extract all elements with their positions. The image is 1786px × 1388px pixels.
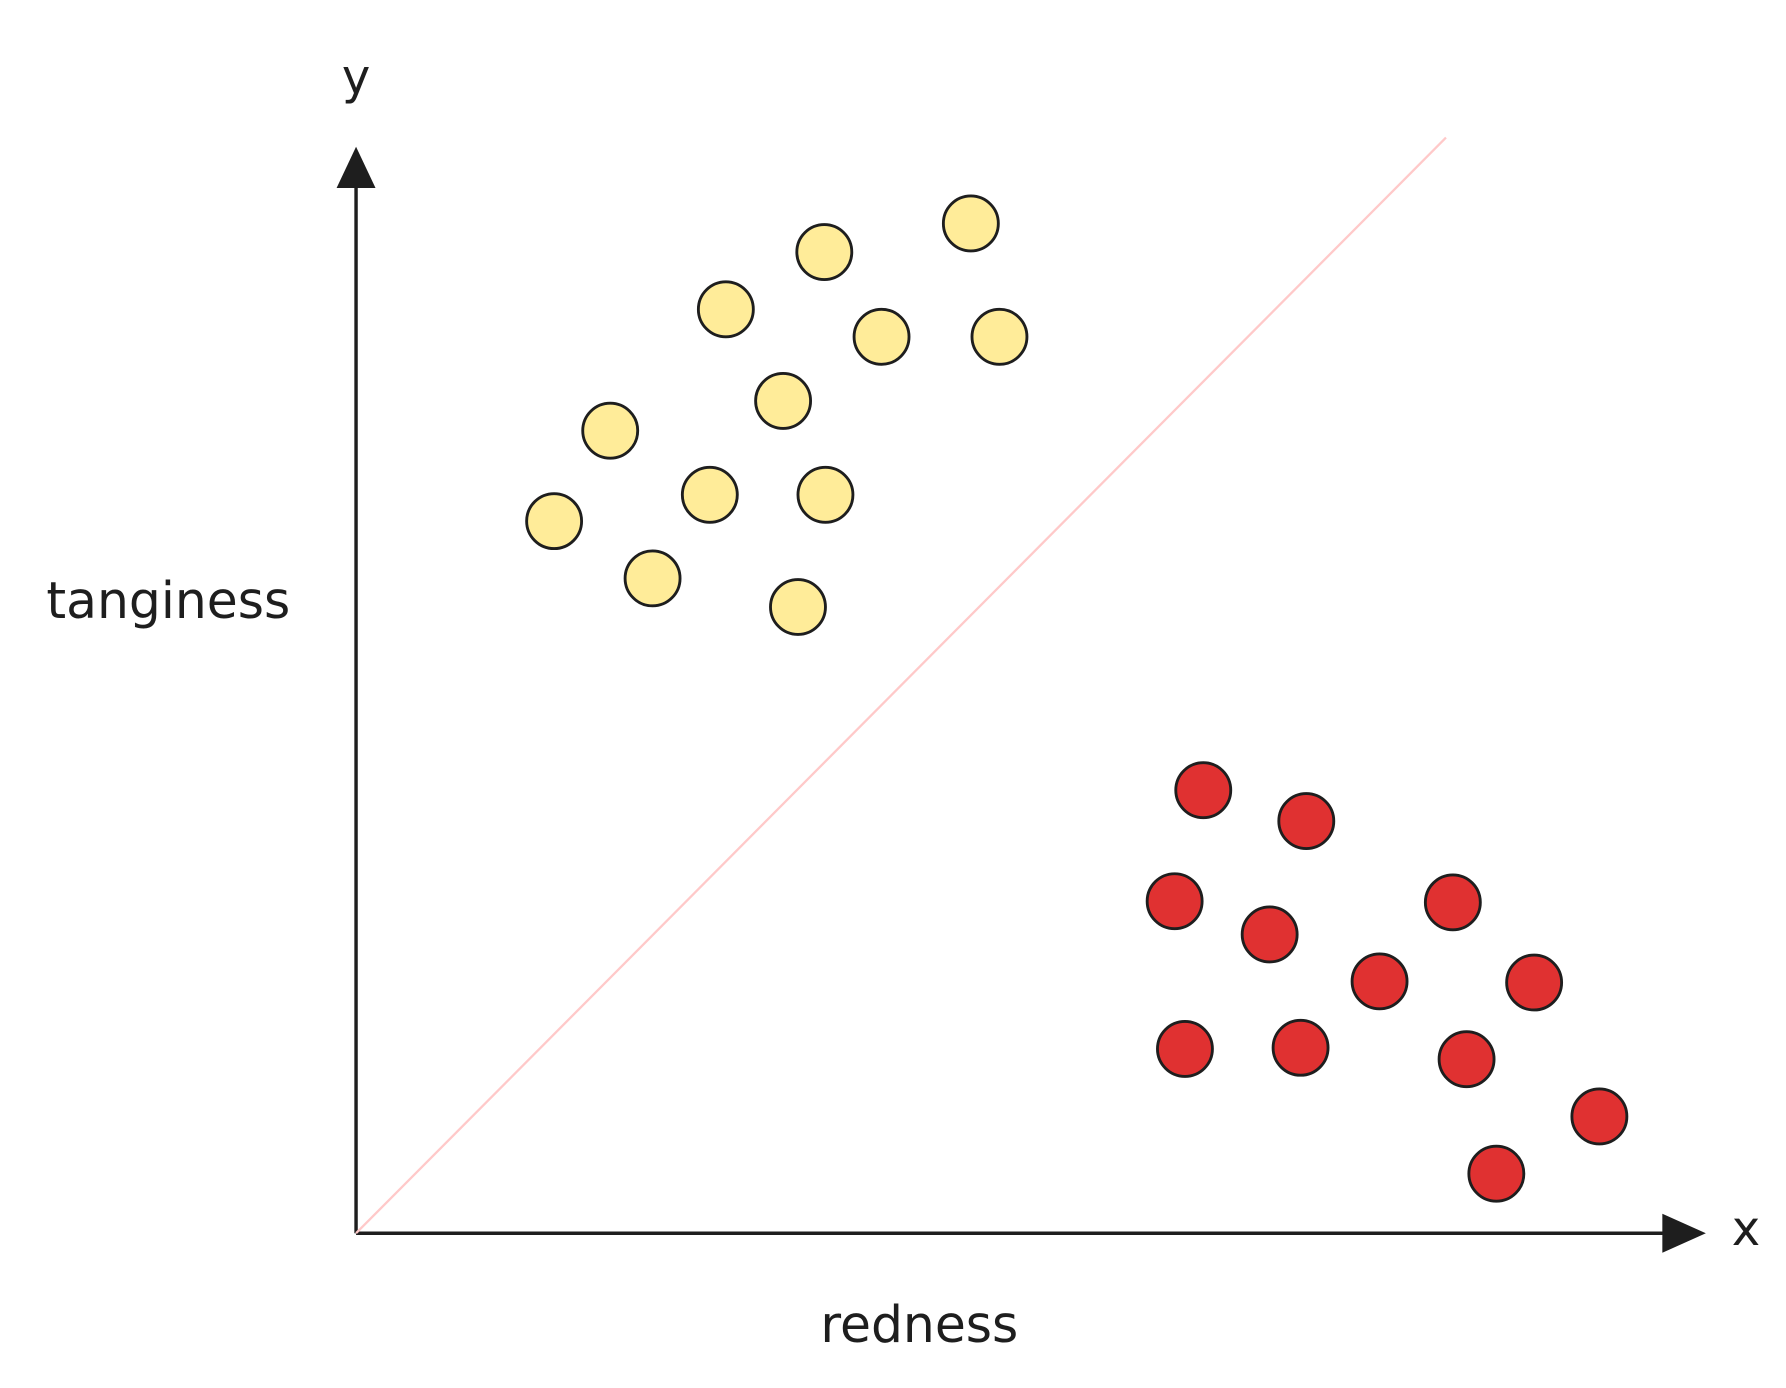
x-axis-label: redness: [820, 1295, 1018, 1354]
point: [1240, 905, 1299, 964]
point: [1156, 1020, 1214, 1078]
point: [623, 549, 682, 608]
point: [1423, 873, 1482, 932]
point: [1570, 1087, 1629, 1146]
point: [769, 578, 827, 636]
point: [796, 465, 855, 524]
point: [581, 401, 640, 460]
point: [1350, 952, 1409, 1011]
y-axis-arrow: [336, 146, 376, 188]
point: [754, 372, 813, 430]
y-axis-letter: y: [342, 49, 370, 105]
y-axis-label: tanginess: [46, 571, 290, 630]
point: [970, 307, 1029, 366]
point: [941, 194, 1000, 253]
point: [525, 492, 584, 551]
point: [1277, 792, 1336, 850]
point: [795, 223, 854, 281]
boundary-line: [355, 136, 1447, 1235]
point: [680, 465, 739, 524]
x-axis-letter: x: [1732, 1201, 1760, 1257]
point: [1505, 953, 1564, 1012]
point: [1174, 761, 1233, 820]
point: [852, 307, 911, 366]
point: [1467, 1144, 1526, 1203]
point: [1437, 1030, 1496, 1089]
point: [1271, 1018, 1330, 1077]
point: [696, 280, 755, 339]
x-axis-arrow: [1662, 1213, 1706, 1253]
point: [1145, 872, 1204, 931]
